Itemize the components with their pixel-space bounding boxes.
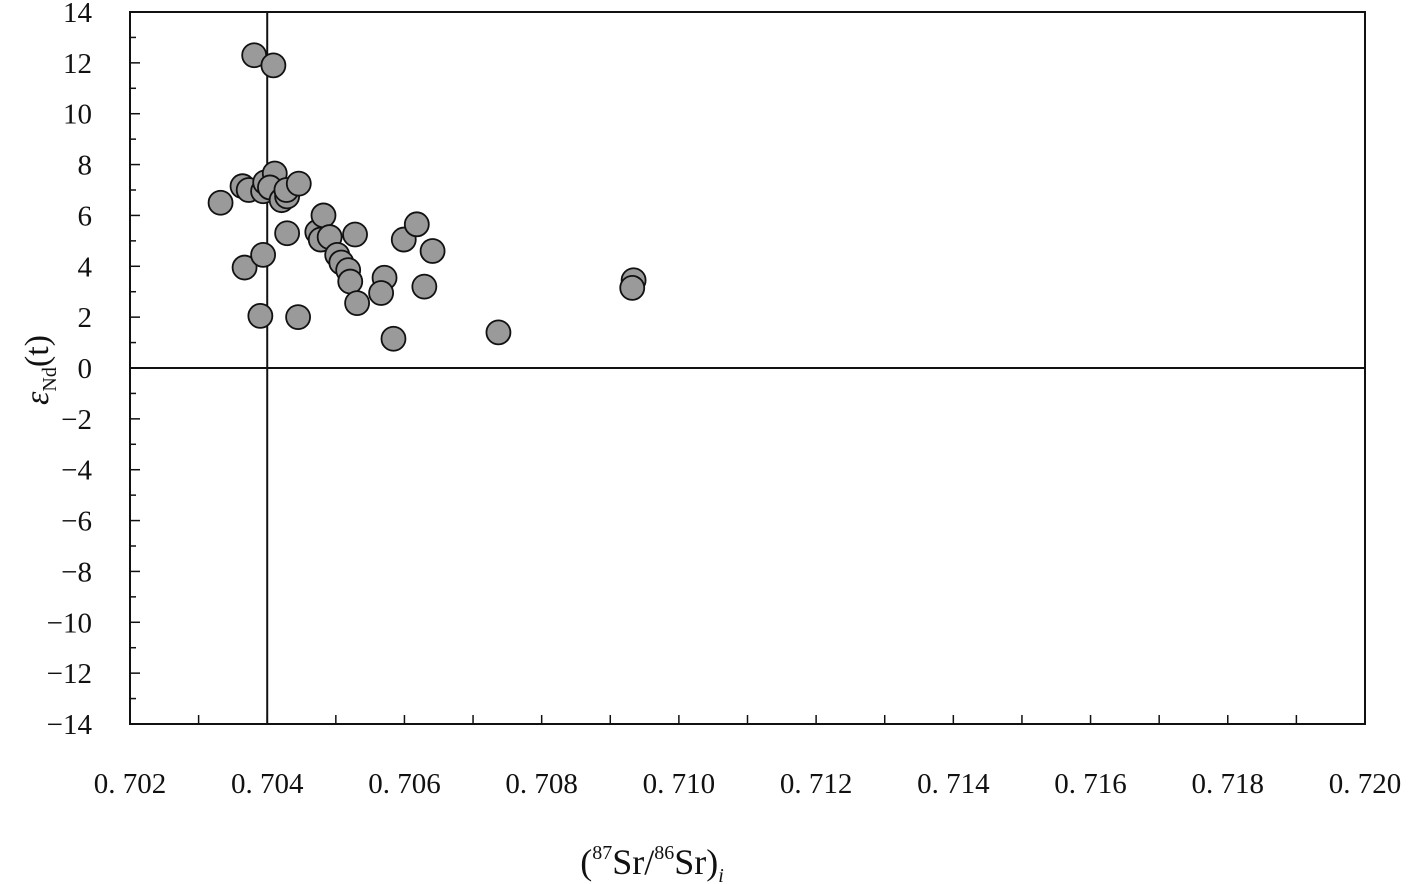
y-axis-title: εNd(t) <box>19 335 61 405</box>
data-point <box>403 211 430 238</box>
reference-lines <box>130 12 1365 724</box>
data-point <box>231 254 258 281</box>
data-point <box>285 170 312 197</box>
y-tick-label: 4 <box>78 251 93 283</box>
data-point <box>274 220 301 247</box>
data-point <box>485 319 512 346</box>
y-tick-label: 2 <box>78 302 93 334</box>
x-tick-label: 0. 714 <box>917 768 990 800</box>
data-point <box>310 202 337 229</box>
x-tick-label: 0. 706 <box>368 768 441 800</box>
data-point <box>250 241 277 268</box>
y-tick-label: −8 <box>61 556 92 588</box>
x-tick-label: 0. 704 <box>231 768 304 800</box>
x-tick-label: 0. 708 <box>505 768 578 800</box>
x-tick-label: 0. 720 <box>1329 768 1402 800</box>
y-tick-label: −14 <box>47 709 93 741</box>
y-tick-label: 12 <box>63 48 92 80</box>
y-tick-label: 14 <box>63 0 93 29</box>
y-tick-label: 8 <box>78 150 93 182</box>
axis-ticks <box>129 11 1366 725</box>
data-point <box>247 302 274 329</box>
y-tick-labels: 14 12 10 8 6 4 2 0 −2 −4 −6 −8 −10 −12 −14 <box>47 0 93 741</box>
x-tick-label: 0. 710 <box>643 768 716 800</box>
x-tick-labels: 0. 702 0. 704 0. 706 0. 708 0. 710 0. 712 0. 7… <box>94 768 1402 800</box>
data-point <box>344 290 371 317</box>
data-point <box>342 221 368 248</box>
data-point <box>619 274 646 301</box>
y-tick-label: −2 <box>61 404 92 436</box>
data-point <box>368 280 395 306</box>
x-tick-label: 0. 712 <box>780 768 853 800</box>
y-tick-label: −4 <box>61 455 92 487</box>
x-tick-label: 0. 702 <box>94 768 167 800</box>
data-point <box>260 52 287 79</box>
y-tick-label: −10 <box>47 607 92 639</box>
y-tick-label: 10 <box>63 99 92 131</box>
data-point <box>411 273 438 300</box>
y-tick-label: 6 <box>78 200 93 232</box>
data-point <box>419 238 446 264</box>
data-point <box>285 304 311 331</box>
y-tick-label: 0 <box>78 353 93 385</box>
x-tick-label: 0. 718 <box>1192 768 1265 800</box>
y-tick-label: −12 <box>47 658 92 690</box>
data-points <box>207 42 647 352</box>
x-tick-label: 0. 716 <box>1054 768 1127 800</box>
data-point <box>337 268 364 295</box>
y-tick-label: −6 <box>61 506 92 538</box>
x-axis-title: (87Sr/86Sr)i <box>580 842 724 884</box>
data-point <box>380 325 407 352</box>
data-point <box>207 189 234 216</box>
